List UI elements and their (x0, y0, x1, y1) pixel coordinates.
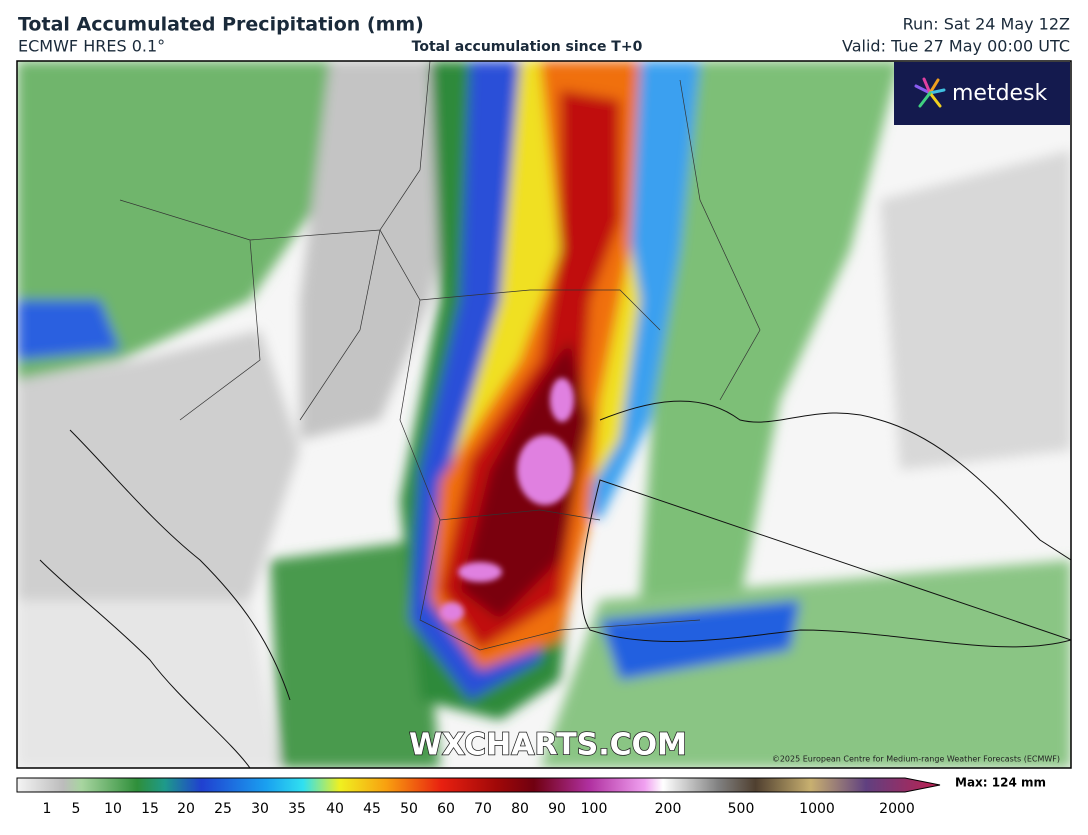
colorbar-tick-label: 20 (177, 801, 195, 817)
colorbar-tick-label: 60 (437, 801, 455, 817)
logo-icon (914, 77, 946, 108)
colorbar-tick-label: 45 (363, 801, 381, 817)
copyright: ©2025 European Centre for Medium-range W… (772, 755, 1060, 764)
colorbar (16, 777, 941, 793)
colorbar-tick-label: 25 (214, 801, 232, 817)
watermark: WXCHARTS.COM (409, 728, 687, 763)
valid: Valid: Tue 27 May 00:00 UTC (842, 37, 1070, 56)
colorbar-tick-label: 30 (251, 801, 269, 817)
title: Total Accumulated Precipitation (mm) (18, 14, 424, 36)
colorbar-tick-label: 5 (72, 801, 81, 817)
colorbar-tick-label: 35 (288, 801, 306, 817)
model: ECMWF HRES 0.1° (18, 37, 165, 56)
colorbar-tick-label: 80 (511, 801, 529, 817)
subtitle: Total accumulation since T+0 (412, 39, 643, 55)
max-label: Max: 124 mm (955, 776, 1046, 790)
colorbar-tick-label: 1000 (799, 801, 835, 817)
colorbar-tick-label: 10 (104, 801, 122, 817)
colorbar-tick-label: 200 (655, 801, 682, 817)
colorbar-tick-label: 500 (728, 801, 755, 817)
colorbar-tick-label: 90 (548, 801, 566, 817)
colorbar-tick-label: 40 (326, 801, 344, 817)
run: Run: Sat 24 May 12Z (903, 15, 1070, 34)
colorbar-tick-label: 50 (400, 801, 418, 817)
colorbar-tick-label: 15 (141, 801, 159, 817)
colorbar-tick-label: 1 (43, 801, 52, 817)
colorbar-tick-label: 2000 (879, 801, 915, 817)
logo: metdesk (952, 81, 1048, 106)
logo-box (894, 62, 1070, 125)
map (17, 61, 1071, 768)
colorbar-tick-label: 100 (581, 801, 608, 817)
colorbar-ticks: 1 5 10 15 20 25 30 35 40 45 50 60 70 80 90 100 200 500 100… (43, 801, 915, 817)
colorbar-tick-label: 70 (474, 801, 492, 817)
